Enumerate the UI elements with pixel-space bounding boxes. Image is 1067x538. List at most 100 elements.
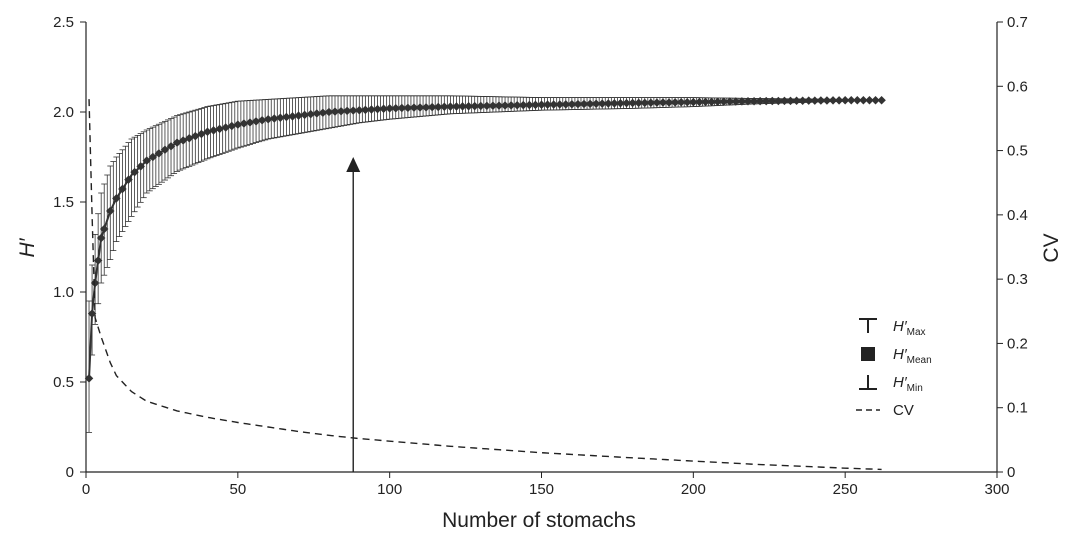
h-mean-marker — [877, 96, 886, 105]
legend-label: H′Max — [893, 318, 926, 338]
h-mean-marker — [136, 162, 145, 171]
y-tick-label: 2.5 — [53, 14, 74, 31]
h-mean-marker — [355, 105, 364, 115]
h-mean-marker — [373, 104, 382, 114]
h-mean-marker — [142, 156, 151, 165]
h-mean-marker — [282, 112, 291, 122]
annotation-arrow — [346, 157, 361, 472]
h-mean-marker — [385, 104, 394, 113]
h-mean-marker — [318, 108, 328, 117]
h-mean-marker — [257, 116, 267, 125]
h-mean-marker — [160, 145, 170, 155]
x-tick-label: 250 — [833, 481, 858, 498]
y-tick-label: 1.5 — [53, 194, 74, 211]
h-mean-marker — [263, 114, 273, 124]
h-mean-marker — [96, 233, 106, 243]
h-mean-marker — [288, 112, 297, 121]
h-mean-marker — [440, 102, 449, 112]
h-mean-marker — [112, 194, 121, 203]
series-h-mean — [84, 96, 886, 383]
h-mean-marker — [209, 126, 218, 135]
y2-tick-label: 0 — [1007, 464, 1015, 481]
x-axis-title: Number of stomachs — [442, 509, 636, 532]
h-mean-marker — [90, 278, 100, 288]
y2-tick-label: 0.5 — [1007, 143, 1028, 160]
h-mean-marker — [415, 103, 425, 112]
axes: 0 50 100 150 200 250 30000.51.01.52.02.500.10.… — [53, 14, 1028, 498]
h-mean-marker — [239, 119, 249, 128]
h-mean-marker — [276, 113, 285, 123]
h-mean-marker — [221, 123, 230, 132]
h-mean-marker — [245, 118, 255, 127]
error-bars — [86, 95, 885, 433]
h-mean-marker — [93, 256, 103, 265]
h-mean-marker — [409, 103, 419, 112]
h-mean-marker — [452, 102, 461, 111]
h-mean-marker — [391, 103, 400, 113]
legend-symbol-mean — [861, 347, 875, 361]
h-mean-marker — [330, 107, 340, 116]
h-mean-marker — [106, 206, 115, 216]
y-tick-label: 2.0 — [53, 104, 74, 121]
y2-tick-label: 0.1 — [1007, 400, 1028, 417]
h-mean-marker — [118, 184, 127, 194]
h-mean-marker — [494, 101, 504, 110]
x-tick-label: 50 — [229, 481, 246, 498]
h-mean-marker — [427, 102, 437, 112]
h-mean-marker — [470, 101, 479, 111]
legend-label: H′Mean — [893, 346, 932, 366]
h-mean-marker — [361, 105, 370, 115]
y2-tick-label: 0.6 — [1007, 78, 1028, 95]
y2-tick-label: 0.4 — [1007, 207, 1028, 224]
y2-tick-label: 0.3 — [1007, 271, 1028, 288]
h-mean-marker — [227, 121, 237, 131]
x-tick-label: 300 — [984, 481, 1009, 498]
h-mean-marker — [148, 152, 158, 162]
h-mean-marker — [403, 103, 413, 113]
h-mean-marker — [488, 101, 498, 111]
h-mean-marker — [130, 167, 139, 177]
y-tick-label: 0 — [66, 464, 74, 481]
series-cv — [88, 99, 882, 471]
h-mean-marker — [476, 101, 486, 111]
h-mean-marker — [379, 104, 388, 114]
h-mean-marker — [294, 111, 303, 120]
h-mean-marker — [154, 149, 164, 158]
h-mean-marker — [367, 105, 376, 114]
h-mean-marker — [506, 101, 516, 110]
h-mean-marker — [482, 101, 492, 111]
h-mean-marker — [84, 374, 94, 383]
x-tick-label: 100 — [377, 481, 402, 498]
y-axis-title: H′ — [16, 237, 39, 257]
y2-tick-label: 0.2 — [1007, 335, 1028, 352]
h-mean-marker — [342, 106, 352, 116]
h-mean-marker — [312, 109, 322, 118]
h-mean-marker — [324, 107, 334, 117]
h-mean-marker — [166, 141, 176, 151]
h-mean-marker — [348, 106, 358, 115]
h-mean-marker — [99, 224, 109, 234]
y2-axis-title: CV — [1040, 233, 1063, 262]
h-mean-marker — [464, 101, 473, 111]
x-tick-label: 200 — [681, 481, 706, 498]
h-mean-marker — [300, 110, 309, 120]
h-mean-marker — [124, 175, 133, 184]
cv-line — [88, 99, 882, 471]
h-mean-marker — [251, 117, 261, 126]
h-mean-marker — [500, 101, 510, 110]
arrow-head — [346, 157, 361, 172]
h-mean-marker — [397, 103, 407, 113]
legend-label: H′Min — [893, 374, 923, 394]
h-mean-marker — [421, 103, 431, 112]
h-mean-marker — [215, 124, 224, 134]
h-mean-marker — [306, 109, 315, 119]
y2-tick-label: 0.7 — [1007, 14, 1028, 31]
h-mean-marker — [87, 309, 97, 318]
h-mean-marker — [458, 102, 467, 111]
h-mean-marker — [233, 120, 243, 129]
x-tick-label: 150 — [529, 481, 554, 498]
y-tick-label: 0.5 — [53, 374, 74, 391]
x-tick-label: 0 — [82, 481, 90, 498]
h-mean-marker — [434, 102, 443, 112]
